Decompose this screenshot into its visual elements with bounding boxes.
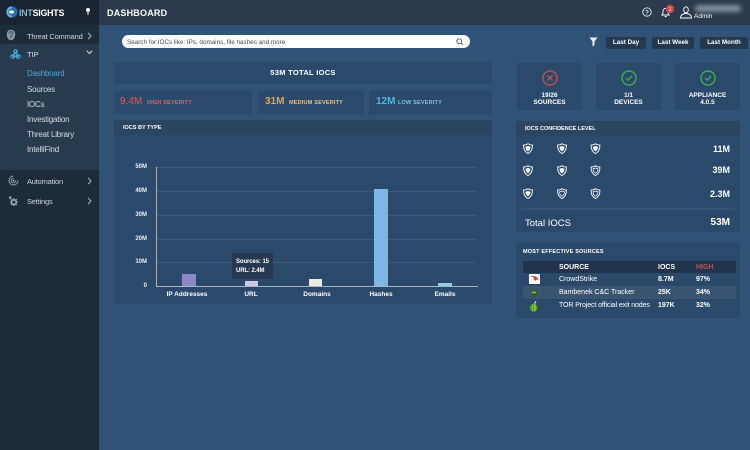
svg-text:1: 1 xyxy=(669,7,672,13)
svg-text:?: ? xyxy=(645,9,649,16)
